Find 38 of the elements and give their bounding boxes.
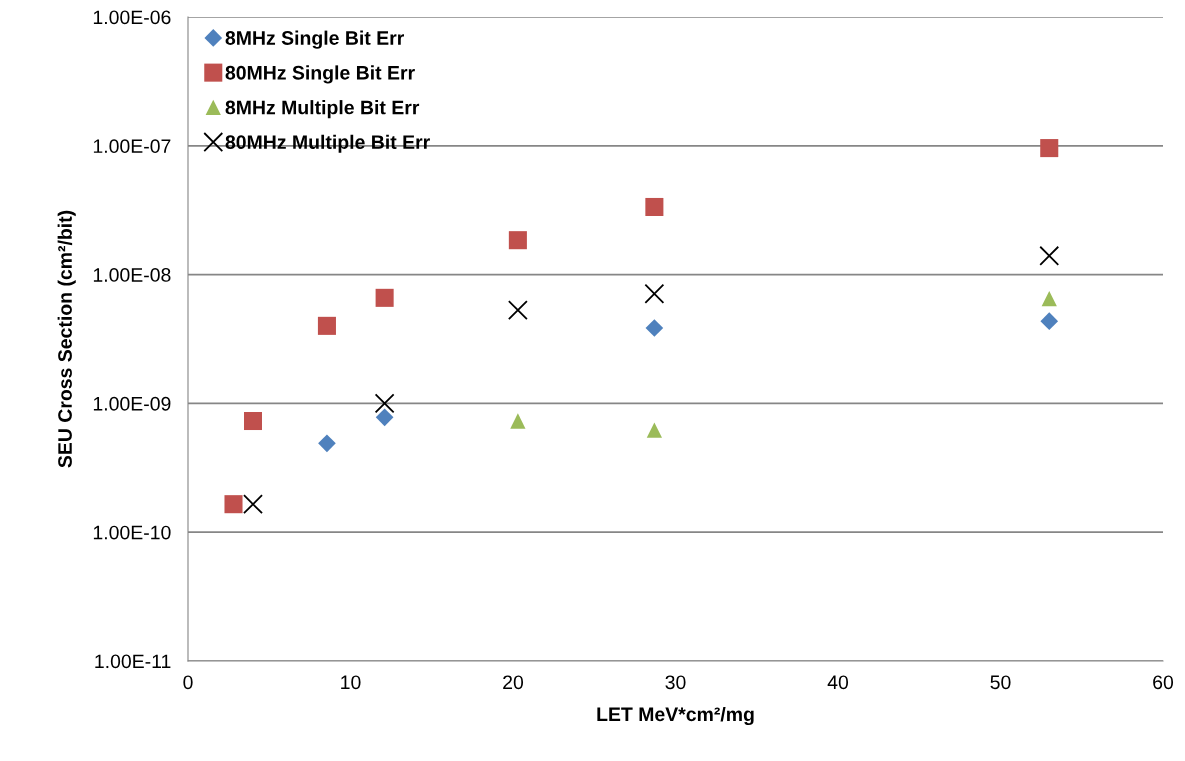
- y-tick-label: 1.00E-10: [93, 525, 171, 540]
- point: [374, 393, 395, 414]
- point: [644, 283, 665, 304]
- point: [318, 434, 336, 453]
- legend-label: 8MHz Single Bit Err: [225, 30, 404, 49]
- legend-label: 80MHz Single Bit Err: [225, 65, 415, 84]
- point: [1039, 245, 1060, 266]
- x-axis-title: LET MeV*cm²/mg: [597, 706, 754, 726]
- point: [224, 495, 243, 514]
- point: [1041, 291, 1057, 307]
- point: [507, 300, 528, 321]
- point: [645, 319, 664, 337]
- x-tick-label: 30: [665, 675, 686, 690]
- point: [645, 197, 664, 216]
- y-tick-label: 1.00E-08: [93, 268, 171, 282]
- point: [646, 422, 663, 438]
- x-tick-label: 20: [503, 675, 524, 690]
- point: [1040, 139, 1059, 158]
- x-tick-label: 0: [183, 675, 193, 690]
- point: [375, 288, 394, 307]
- y-tick-label: 1.00E-07: [93, 139, 171, 154]
- point: [508, 231, 527, 250]
- point: [243, 411, 263, 431]
- y-tick-label: 1.00E-11: [95, 654, 171, 669]
- point: [375, 408, 394, 427]
- legend-label: 8MHz Multiple Bit Err: [225, 100, 420, 119]
- point: [510, 413, 526, 429]
- x-tick-label: 60: [1153, 675, 1174, 690]
- y-tick-label: 1.00E-09: [93, 396, 171, 411]
- point: [243, 494, 263, 515]
- y-axis-title: SEU Cross Section (cm²/bit): [57, 210, 76, 468]
- x-tick-label: 50: [990, 675, 1011, 690]
- x-tick-label: 10: [341, 675, 361, 690]
- point: [1040, 312, 1059, 330]
- legend-label: 80MHz Multiple Bit Err: [225, 134, 430, 153]
- y-tick-label: 1.00E-06: [93, 10, 171, 25]
- x-tick-label: 40: [827, 675, 849, 690]
- point: [317, 316, 336, 335]
